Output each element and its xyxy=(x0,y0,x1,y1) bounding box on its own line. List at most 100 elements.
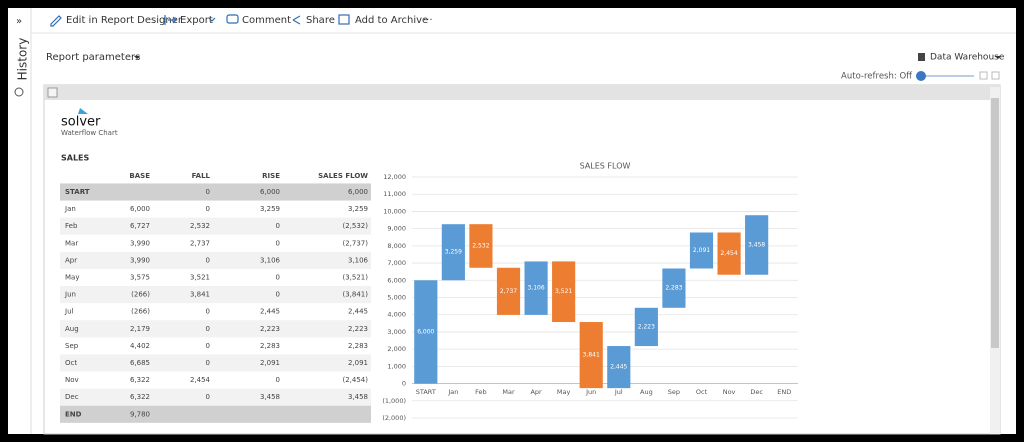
bar xyxy=(689,232,714,269)
row-stripe xyxy=(60,320,371,338)
value-label: 2,454 xyxy=(720,250,737,257)
section-title: SALES xyxy=(61,154,90,163)
data-source[interactable]: Data Warehouse xyxy=(930,53,1005,63)
value-label: 2,532 xyxy=(472,242,489,249)
row-label: Oct xyxy=(65,359,77,367)
row-stripe xyxy=(60,354,371,372)
export-icon xyxy=(164,15,178,25)
chart: SALES FLOW (2,000) (1,000) 0 1,000 2,000 3,000… xyxy=(382,162,798,422)
archive-icon xyxy=(338,14,350,25)
table-cell: 2,283 xyxy=(260,342,280,350)
value-label: 3,259 xyxy=(445,249,462,256)
popout-icon[interactable] xyxy=(979,71,988,80)
y-tick-label: 5,000 xyxy=(387,294,406,302)
value-label: 3,106 xyxy=(527,285,544,292)
table-cell: 4,402 xyxy=(130,342,150,350)
bar xyxy=(662,268,686,308)
table-cell: 0 xyxy=(206,308,210,316)
table-cell: 2,445 xyxy=(260,308,280,316)
bar xyxy=(634,307,658,347)
y-tick-label: 0 xyxy=(402,380,406,388)
row-label: Aug xyxy=(65,325,79,333)
toolbar-item[interactable]: Export xyxy=(180,15,213,26)
table-cell: 3,106 xyxy=(348,256,369,264)
row-highlight xyxy=(60,405,371,423)
table-cell: 6,322 xyxy=(130,393,150,401)
y-tick-label: 4,000 xyxy=(387,311,406,319)
dropdown-caret xyxy=(995,56,1001,59)
y-tick-label: 7,000 xyxy=(387,259,406,267)
row-label: Jul xyxy=(64,308,74,316)
table-cell: (2,532) xyxy=(342,222,368,230)
expand-button[interactable]: » xyxy=(16,16,22,27)
toolbar-item[interactable]: Comment xyxy=(242,15,291,26)
row-label: Mar xyxy=(65,239,78,247)
bar xyxy=(496,267,521,315)
row-highlight xyxy=(60,183,371,201)
bar xyxy=(745,215,769,275)
table-cell: 0 xyxy=(206,188,210,196)
scrollbar-thumb[interactable] xyxy=(991,98,999,348)
more-button[interactable]: ··· xyxy=(423,15,433,26)
toolbar-item[interactable]: Share xyxy=(306,15,335,26)
column-header: FALL xyxy=(192,172,211,180)
row-stripe xyxy=(60,217,371,235)
report-header-bar xyxy=(44,85,1000,100)
bar xyxy=(441,224,465,281)
calendar-icon[interactable] xyxy=(991,71,1000,80)
table-cell: 6,000 xyxy=(260,188,280,196)
value-label: 2,223 xyxy=(638,323,655,330)
slider-thumb[interactable] xyxy=(916,71,926,81)
dropdown-caret xyxy=(208,17,216,22)
table-cell: 0 xyxy=(206,325,210,333)
table-cell: 2,223 xyxy=(260,325,280,333)
row-label: Nov xyxy=(65,376,79,384)
table-cell: 6,685 xyxy=(130,359,150,367)
x-tick-label: Nov xyxy=(723,388,736,396)
table-cell: 0 xyxy=(276,291,280,299)
table-cell: 9,780 xyxy=(130,410,150,418)
table-cell: 0 xyxy=(206,342,210,350)
report-parameters[interactable]: Report parameters xyxy=(46,52,140,63)
value-label: 2,737 xyxy=(500,288,517,295)
table-cell: 3,458 xyxy=(348,393,368,401)
chart-title: SALES FLOW xyxy=(580,162,631,171)
x-tick-label: Mar xyxy=(502,388,515,396)
table-cell: 2,091 xyxy=(348,359,368,367)
column-header: RISE xyxy=(262,172,280,180)
x-tick-label: Jun xyxy=(585,388,596,396)
table-cell: (2,737) xyxy=(342,239,368,247)
bar xyxy=(469,224,493,268)
x-tick-label: Apr xyxy=(530,388,542,396)
y-tick-label: 9,000 xyxy=(387,225,406,233)
x-tick-label: Jan xyxy=(447,388,458,396)
table-cell: 0 xyxy=(276,274,280,282)
table-cell: 3,990 xyxy=(130,256,150,264)
value-label: 3,841 xyxy=(583,352,600,359)
table-cell: 3,841 xyxy=(190,291,210,299)
history-icon[interactable] xyxy=(14,87,24,97)
collapse-button[interactable] xyxy=(47,87,58,98)
row-stripe xyxy=(60,388,371,406)
y-tick-label: 10,000 xyxy=(383,207,406,215)
y-tick-label: 8,000 xyxy=(387,242,406,250)
dropdown-caret xyxy=(134,56,140,59)
table-cell: 0 xyxy=(206,359,210,367)
y-tick-label: 11,000 xyxy=(383,190,406,198)
row-label: Feb xyxy=(65,222,78,230)
bar xyxy=(607,346,631,389)
table-cell: 0 xyxy=(276,222,280,230)
table-cell: 3,259 xyxy=(260,205,280,213)
table-cell: 6,727 xyxy=(130,222,150,230)
toolbar-item[interactable]: Edit in Report Designer xyxy=(66,15,183,26)
history-label[interactable]: History xyxy=(16,38,30,81)
x-tick-label: START xyxy=(416,388,436,396)
toolbar-item[interactable]: Add to Archive xyxy=(355,15,428,26)
value-label: 2,091 xyxy=(693,247,710,254)
x-tick-label: Sep xyxy=(668,388,680,396)
table-cell: 2,179 xyxy=(130,325,150,333)
table-cell: (2,454) xyxy=(342,376,368,384)
y-tick-label: 6,000 xyxy=(387,276,406,284)
comment-icon xyxy=(226,14,239,24)
